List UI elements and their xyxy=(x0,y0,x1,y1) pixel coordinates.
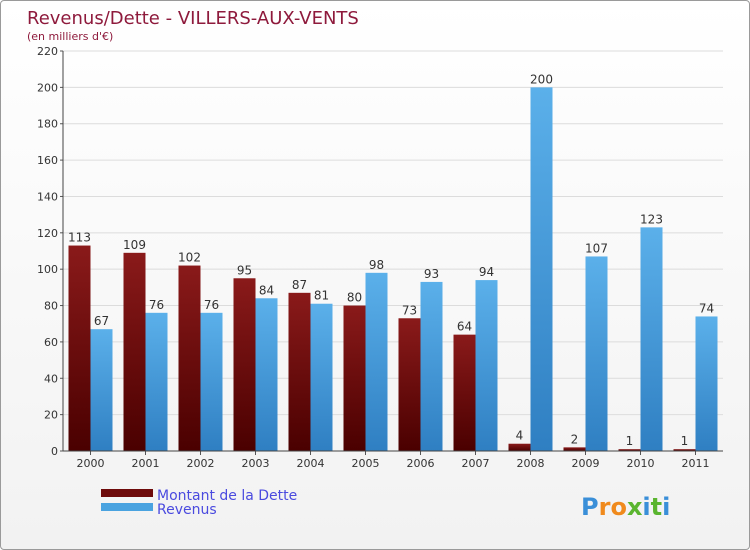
y-tick-label: 200 xyxy=(37,81,58,94)
y-tick-label: 20 xyxy=(44,409,58,422)
y-tick-label: 60 xyxy=(44,336,58,349)
data-label: 87 xyxy=(292,278,307,292)
legend-label-debt: Montant de la Dette xyxy=(157,488,297,504)
logo-letter: t xyxy=(651,493,662,521)
logo-letter: r xyxy=(599,493,611,521)
label-layer: 113 67 109 76 102 76 95 84 87 81 80 98 73 93 64 94 4 200 2… xyxy=(68,72,714,448)
data-label: 76 xyxy=(204,298,219,312)
logo-letter: P xyxy=(581,493,599,521)
data-label: 81 xyxy=(314,289,329,303)
y-tick-label: 100 xyxy=(37,263,58,276)
bar-revenus xyxy=(255,298,278,451)
proxiti-logo: Proxiti xyxy=(581,493,670,521)
x-tick-label: 2005 xyxy=(352,457,380,470)
data-label: 95 xyxy=(237,263,252,277)
data-label: 93 xyxy=(424,267,439,281)
bar-debt xyxy=(508,443,531,451)
bar-revenus xyxy=(145,312,168,451)
data-label: 107 xyxy=(585,241,608,255)
data-label: 102 xyxy=(178,251,201,265)
legend-swatch-debt xyxy=(101,489,153,497)
data-label: 98 xyxy=(369,258,384,272)
x-tick-label: 2010 xyxy=(627,457,655,470)
bar-debt xyxy=(233,278,256,451)
data-label: 4 xyxy=(516,429,524,443)
data-label: 84 xyxy=(259,283,274,297)
x-tick-label: 2006 xyxy=(407,457,435,470)
x-tick-label: 2011 xyxy=(682,457,710,470)
data-label: 74 xyxy=(699,301,714,315)
y-tick-label: 180 xyxy=(37,118,58,131)
y-tick-label: 120 xyxy=(37,227,58,240)
bar-layer xyxy=(68,87,718,451)
y-tick-label: 220 xyxy=(37,45,58,58)
data-label: 76 xyxy=(149,298,164,312)
y-tick-label: 40 xyxy=(44,372,58,385)
x-tick-label: 2004 xyxy=(297,457,325,470)
data-label: 1 xyxy=(626,434,634,448)
bar-revenus xyxy=(310,303,333,451)
data-label: 113 xyxy=(68,231,91,245)
y-tick-label: 140 xyxy=(37,190,58,203)
bar-revenus xyxy=(530,87,553,451)
x-tick-label: 2009 xyxy=(572,457,600,470)
bar-debt xyxy=(288,292,311,451)
bar-revenus xyxy=(640,227,663,451)
legend-label-revenus: Revenus xyxy=(157,502,217,518)
logo-letter: i xyxy=(642,493,650,521)
data-label: 2 xyxy=(571,432,579,446)
bar-revenus xyxy=(200,312,223,451)
bar-debt xyxy=(398,318,421,451)
data-label: 64 xyxy=(457,320,472,334)
bar-debt xyxy=(68,245,91,451)
x-tick-label: 2000 xyxy=(77,457,105,470)
x-tick-label: 2003 xyxy=(242,457,270,470)
logo-letter: i xyxy=(662,493,670,521)
x-tick-label: 2008 xyxy=(517,457,545,470)
data-label: 200 xyxy=(530,72,553,86)
data-label: 1 xyxy=(681,434,689,448)
grid-layer xyxy=(63,50,723,416)
data-label: 123 xyxy=(640,212,663,226)
data-label: 73 xyxy=(402,303,417,317)
bar-revenus xyxy=(90,329,113,451)
bar-revenus xyxy=(475,280,498,451)
bar-debt xyxy=(123,252,146,451)
data-label: 67 xyxy=(94,314,109,328)
bar-revenus xyxy=(585,256,608,451)
bar-debt xyxy=(618,449,641,451)
bar-debt xyxy=(453,334,476,451)
y-tick-label: 80 xyxy=(44,300,58,313)
logo-letter: x xyxy=(627,493,643,521)
data-label: 94 xyxy=(479,265,494,279)
data-label: 80 xyxy=(347,291,362,305)
bar-revenus xyxy=(420,281,443,451)
bar-debt xyxy=(563,447,586,451)
bar-debt xyxy=(178,265,201,451)
bar-revenus xyxy=(695,316,718,451)
bar-revenus xyxy=(365,272,388,451)
y-tick-label: 0 xyxy=(51,445,58,458)
chart-title: Revenus/Dette - VILLERS-AUX-VENTS xyxy=(27,8,359,29)
data-label: 109 xyxy=(123,238,146,252)
bar-debt xyxy=(343,305,366,451)
logo-letter: o xyxy=(610,493,627,521)
chart-subtitle: (en milliers d'€) xyxy=(27,30,113,43)
x-tick-label: 2007 xyxy=(462,457,490,470)
x-tick-label: 2002 xyxy=(187,457,215,470)
x-tick-label: 2001 xyxy=(132,457,160,470)
legend-swatch-revenus xyxy=(101,503,153,511)
y-tick-label: 160 xyxy=(37,154,58,167)
bar-debt xyxy=(673,449,696,451)
